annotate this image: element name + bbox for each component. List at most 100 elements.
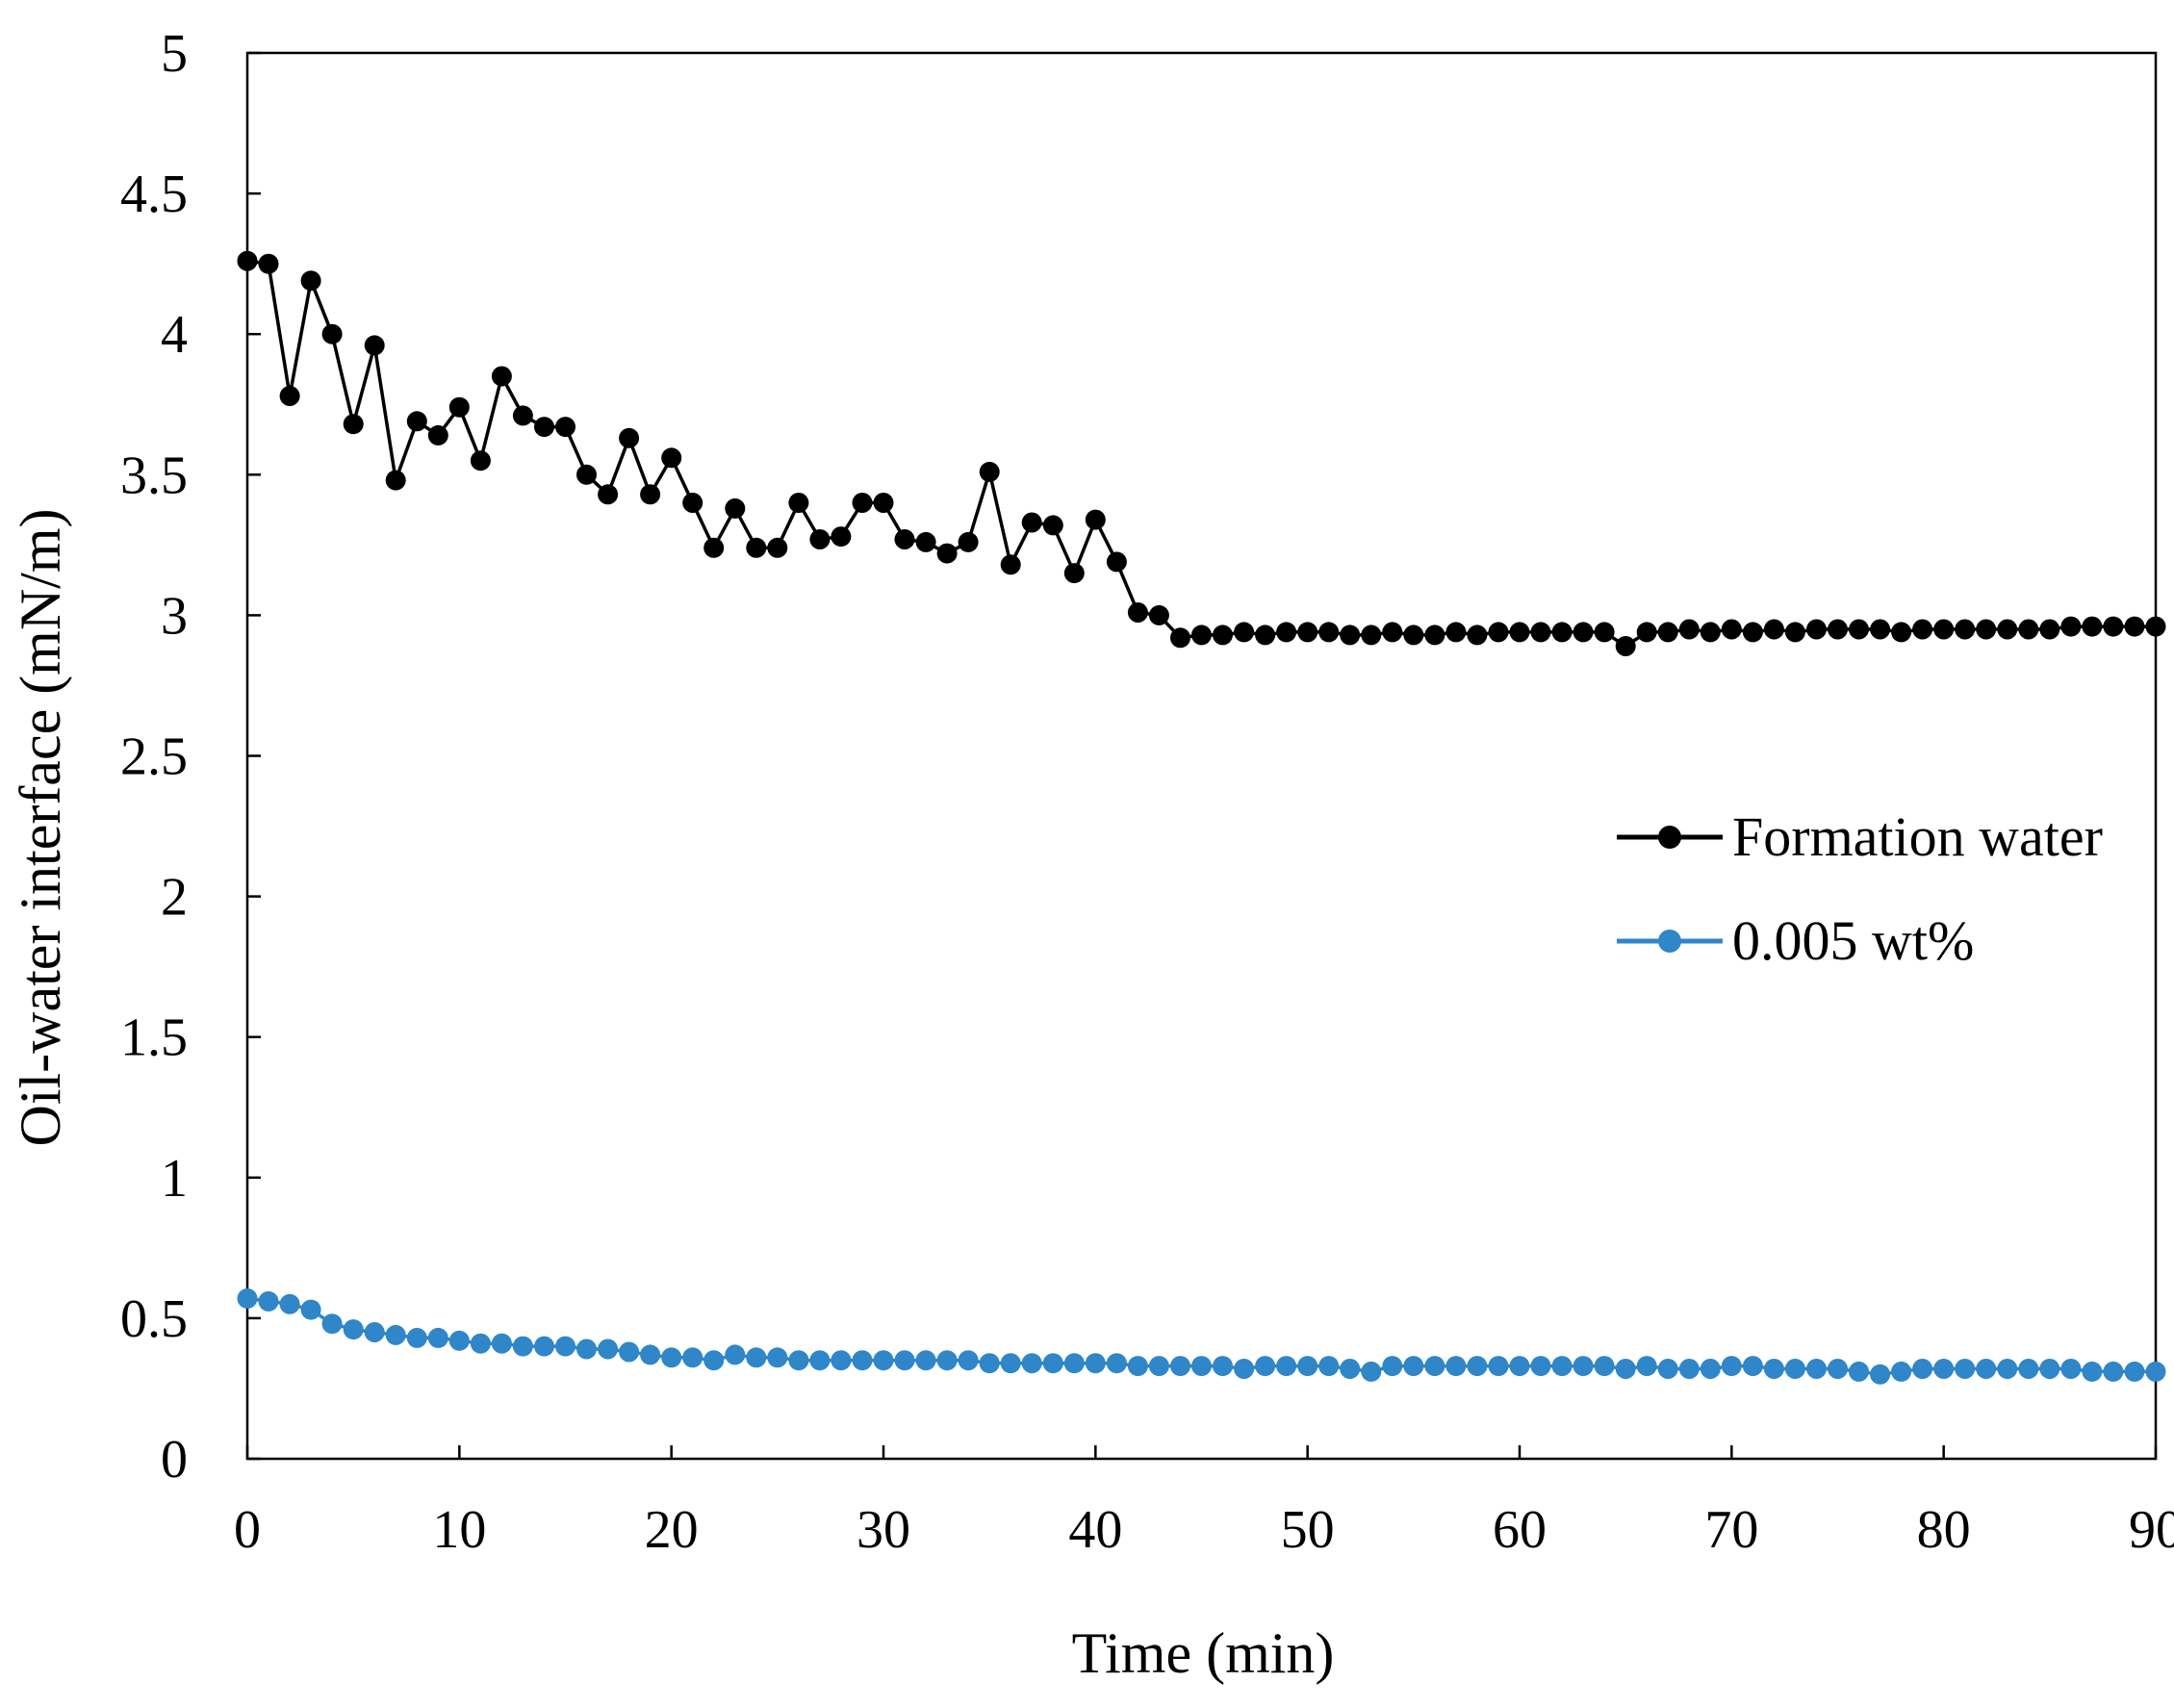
data-point [1467, 625, 1488, 646]
data-point [1170, 1356, 1190, 1377]
data-point [555, 1336, 575, 1357]
data-point [1127, 602, 1148, 623]
data-point [1021, 1353, 1042, 1374]
data-point [598, 484, 619, 505]
data-point [746, 1347, 767, 1368]
data-point [1424, 1356, 1445, 1377]
data-point [1488, 1356, 1509, 1377]
data-point [1000, 554, 1021, 575]
data-point [598, 1338, 619, 1360]
data-point [1382, 622, 1403, 643]
data-point [258, 253, 279, 274]
data-point [576, 464, 597, 485]
data-point [1976, 619, 1997, 640]
data-point [2018, 1359, 2039, 1379]
data-point [1849, 619, 1869, 640]
data-point [1615, 636, 1636, 656]
data-point [746, 537, 767, 558]
data-point [1721, 1356, 1742, 1377]
data-point [343, 1319, 364, 1340]
data-point [936, 543, 958, 564]
data-point [406, 1327, 427, 1348]
data-point [1403, 625, 1424, 646]
data-point [237, 250, 258, 271]
data-point [1721, 619, 1742, 640]
data-point [1042, 515, 1063, 536]
data-point [788, 1350, 809, 1371]
legend: Formation water 0.005 wt% [1617, 805, 2103, 972]
data-point [1912, 619, 1933, 640]
data-point [1340, 1359, 1361, 1379]
y-axis-title: Oil-water interface (mN/m) [9, 508, 72, 1146]
data-point [279, 1293, 300, 1314]
x-axis-ticks: 0 10 20 30 40 50 60 70 80 90 [234, 1445, 2174, 1560]
data-point [1213, 625, 1233, 646]
data-point [1806, 619, 1827, 640]
y-tick-label: 0 [161, 1430, 188, 1490]
series-formation-water [237, 250, 2166, 656]
data-point [1551, 1356, 1573, 1377]
data-point [2124, 1361, 2145, 1382]
data-point [1063, 1353, 1085, 1374]
data-point [915, 1350, 936, 1371]
y-tick-label: 2.5 [120, 727, 188, 787]
data-point [1657, 1359, 1678, 1379]
data-point [364, 335, 385, 356]
data-point [852, 1350, 873, 1371]
data-point [703, 1350, 725, 1371]
data-point [619, 427, 640, 448]
data-point [1213, 1356, 1233, 1377]
data-point [300, 1299, 321, 1320]
data-point [321, 1313, 343, 1335]
data-point [1318, 1356, 1340, 1377]
data-point [385, 470, 406, 491]
y-tick-label: 0.5 [120, 1289, 188, 1349]
data-point [1615, 1359, 1636, 1379]
data-point [661, 1347, 682, 1368]
data-point [321, 323, 343, 344]
data-point [279, 386, 300, 406]
data-point [364, 1322, 385, 1342]
data-point [1594, 1356, 1615, 1377]
data-point [2103, 616, 2124, 637]
data-point [1127, 1356, 1148, 1377]
y-tick-label: 3 [161, 586, 188, 646]
data-point [576, 1338, 597, 1360]
data-point [979, 461, 1000, 482]
data-point [512, 1336, 533, 1357]
data-point [300, 270, 321, 292]
data-point [491, 1333, 512, 1354]
data-point [1361, 1361, 1382, 1382]
y-tick-label: 2 [161, 868, 188, 928]
data-point [831, 1350, 852, 1371]
data-point [1573, 622, 1594, 643]
data-point [2145, 616, 2166, 637]
data-point [427, 424, 448, 446]
data-point [725, 1344, 746, 1365]
data-point [1276, 622, 1297, 643]
data-point [1234, 1359, 1255, 1379]
data-point [1191, 1356, 1212, 1377]
data-point [1828, 1359, 1848, 1379]
data-point [873, 493, 894, 513]
data-point [2018, 619, 2039, 640]
data-point [767, 1347, 788, 1368]
data-point [427, 1327, 448, 1348]
data-point [1891, 622, 1912, 643]
data-point [767, 537, 788, 558]
data-point [873, 1350, 894, 1371]
series-0005-wt [237, 1287, 2166, 1385]
data-point [1636, 622, 1657, 643]
x-tick-label: 20 [645, 1500, 699, 1560]
data-point [555, 417, 575, 438]
series-layer [237, 250, 2166, 1385]
data-point [1361, 625, 1382, 646]
data-point [2060, 616, 2082, 637]
data-point [852, 493, 873, 513]
data-point [1997, 1359, 2018, 1379]
data-point [1106, 551, 1127, 573]
data-point [1297, 622, 1318, 643]
data-point [936, 1350, 958, 1371]
